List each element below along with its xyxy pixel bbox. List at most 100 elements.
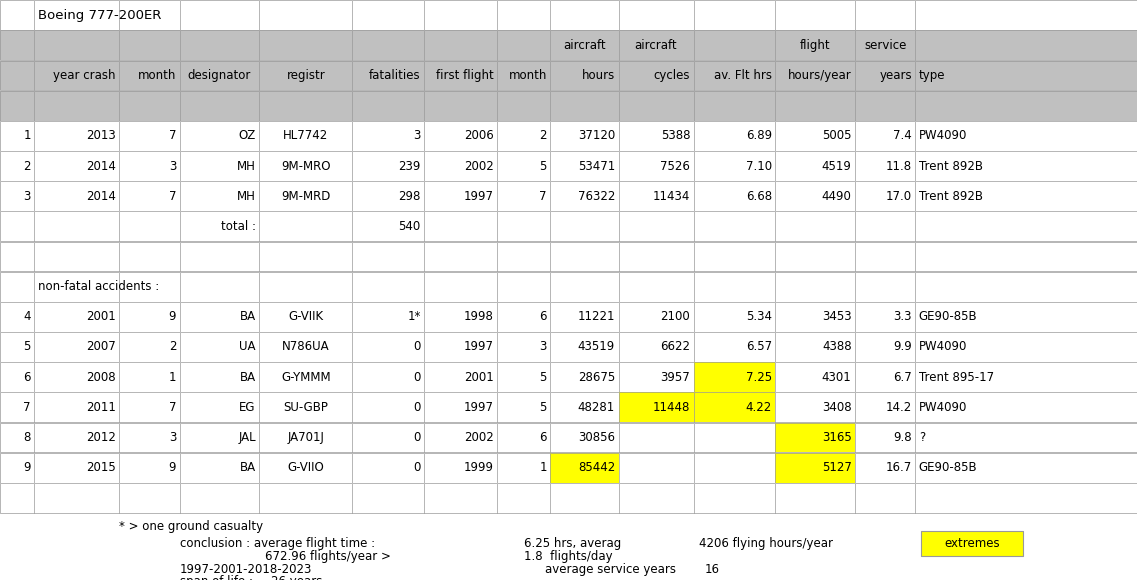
Bar (497, 362, 550, 392)
Bar (259, 151, 352, 181)
Bar (694, 151, 775, 181)
Bar (0, 302, 34, 332)
Text: 2: 2 (539, 129, 547, 142)
Text: 8: 8 (24, 431, 31, 444)
Bar (0, 181, 34, 211)
Bar (34, 151, 119, 181)
Bar (694, 452, 775, 483)
Bar (619, 271, 694, 302)
Bar (855, 181, 915, 211)
Bar (180, 121, 259, 151)
Text: 2001: 2001 (86, 310, 116, 323)
Bar (694, 181, 775, 211)
Bar (694, 483, 775, 513)
Bar (424, 121, 497, 151)
Text: EG: EG (239, 401, 256, 414)
Text: 5: 5 (540, 160, 547, 172)
Bar (550, 30, 619, 60)
Bar (497, 121, 550, 151)
Bar (0, 271, 34, 302)
Text: 16.7: 16.7 (886, 461, 912, 474)
Bar (619, 212, 694, 241)
Bar (550, 181, 619, 211)
Text: 5388: 5388 (661, 129, 690, 142)
Bar (855, 452, 915, 483)
Text: 1: 1 (168, 371, 176, 383)
Bar (34, 30, 119, 60)
Text: 6: 6 (539, 431, 547, 444)
Bar (424, 271, 497, 302)
Bar (180, 422, 259, 452)
Bar (259, 452, 352, 483)
Bar (497, 90, 550, 121)
Bar (855, 181, 915, 211)
Bar (550, 271, 619, 302)
Bar (34, 422, 119, 452)
Bar (855, 483, 915, 513)
Text: 2001: 2001 (464, 371, 493, 383)
Bar (550, 271, 619, 302)
Bar (259, 90, 352, 121)
Bar (352, 90, 424, 121)
Bar (497, 483, 550, 513)
Bar (119, 181, 180, 211)
Text: HL7742: HL7742 (283, 129, 329, 142)
Bar (352, 30, 424, 60)
Bar (0, 90, 34, 121)
Bar (352, 271, 424, 302)
Bar (180, 90, 259, 121)
Bar (352, 483, 424, 513)
Text: 6.89: 6.89 (746, 129, 772, 142)
Bar (855, 1, 915, 30)
Bar (424, 332, 497, 362)
Bar (352, 90, 424, 121)
Bar (775, 392, 855, 422)
Bar (34, 483, 119, 513)
Bar (352, 271, 424, 302)
Text: 3453: 3453 (822, 310, 852, 323)
Bar (619, 90, 694, 121)
Bar (259, 1, 352, 30)
Bar (855, 271, 915, 302)
Bar (619, 241, 694, 271)
Text: 5.34: 5.34 (746, 310, 772, 323)
Text: 17.0: 17.0 (886, 190, 912, 202)
Bar (119, 1, 180, 30)
Bar (34, 332, 119, 362)
Bar (619, 1, 694, 30)
Text: aircraft: aircraft (563, 39, 606, 52)
Bar (775, 212, 855, 241)
Bar (855, 362, 915, 392)
Bar (619, 392, 694, 422)
Bar (921, 531, 1023, 556)
Bar (915, 452, 1137, 483)
Bar (550, 90, 619, 121)
Text: 2015: 2015 (86, 461, 116, 474)
Text: 11434: 11434 (653, 190, 690, 202)
Bar (259, 302, 352, 332)
Bar (352, 452, 424, 483)
Bar (694, 90, 775, 121)
Bar (497, 362, 550, 392)
Text: BA: BA (240, 371, 256, 383)
Bar (259, 241, 352, 271)
Bar (694, 241, 775, 271)
Bar (424, 61, 497, 90)
Bar (34, 392, 119, 422)
Bar (915, 151, 1137, 181)
Text: 85442: 85442 (578, 461, 615, 474)
Bar (497, 332, 550, 362)
Bar (424, 212, 497, 241)
Bar (180, 61, 259, 90)
Bar (424, 1, 497, 30)
Text: 6.57: 6.57 (746, 340, 772, 353)
Bar (497, 1, 550, 30)
Text: 9.8: 9.8 (894, 431, 912, 444)
Text: 5127: 5127 (822, 461, 852, 474)
Bar (775, 90, 855, 121)
Bar (180, 212, 259, 241)
Bar (119, 90, 180, 121)
Bar (619, 61, 694, 90)
Bar (915, 181, 1137, 211)
Bar (352, 1, 424, 30)
